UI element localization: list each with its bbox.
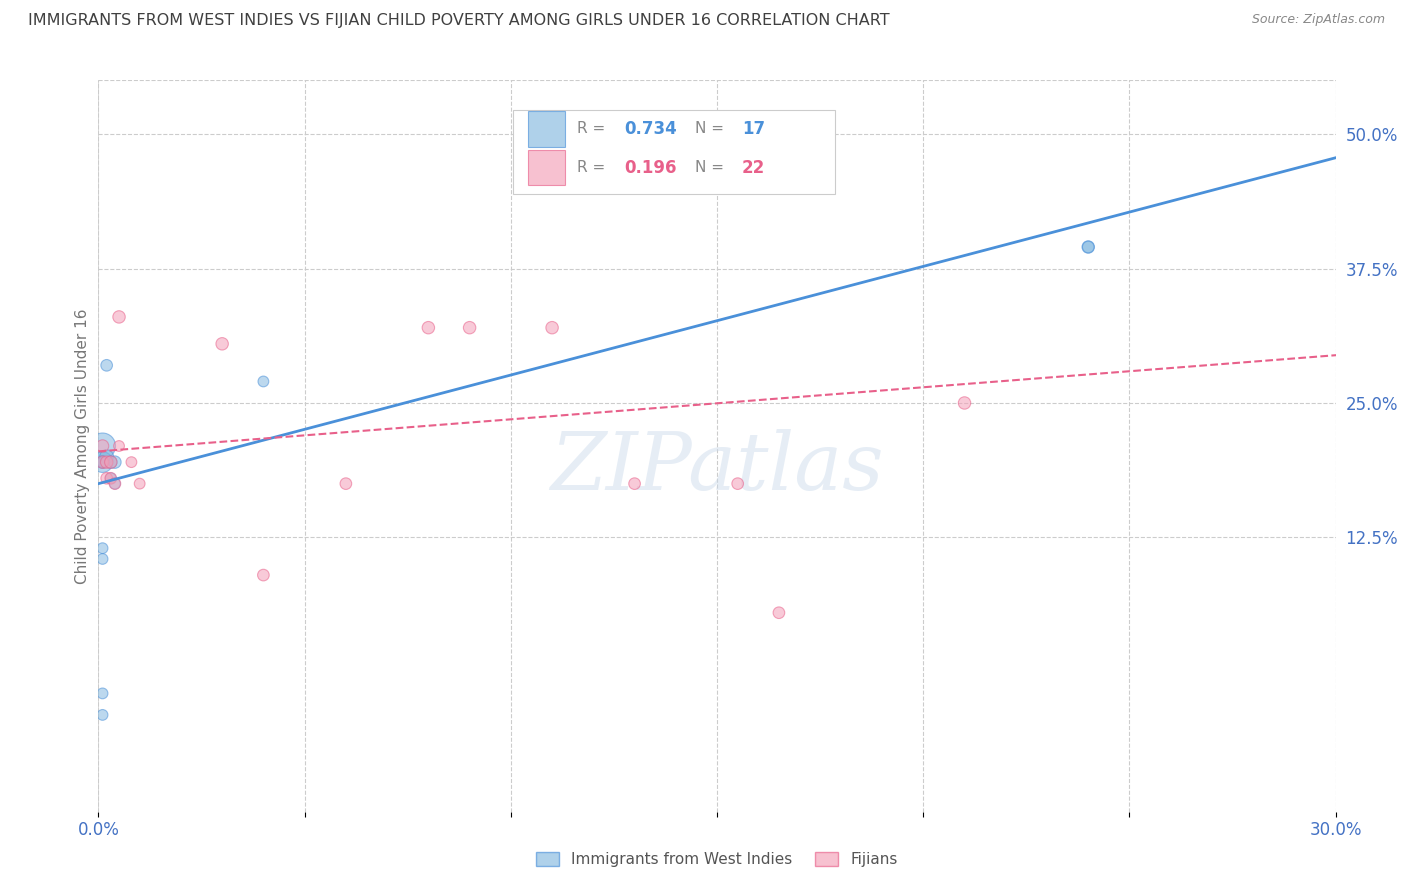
Point	[96, 450, 118, 464]
Point	[91, 455, 114, 469]
Point	[418, 320, 440, 334]
Point	[953, 396, 976, 410]
Text: ZIPatlas: ZIPatlas	[550, 429, 884, 507]
Text: R =: R =	[578, 161, 610, 175]
Point	[104, 476, 127, 491]
Text: Source: ZipAtlas.com: Source: ZipAtlas.com	[1251, 13, 1385, 27]
Point	[108, 310, 131, 324]
FancyBboxPatch shape	[513, 110, 835, 194]
Point	[727, 476, 749, 491]
Point	[100, 471, 122, 485]
Point	[104, 476, 127, 491]
Text: 17: 17	[742, 120, 765, 138]
Point	[623, 476, 645, 491]
Point	[211, 336, 233, 351]
Text: N =: N =	[695, 161, 728, 175]
Point	[120, 455, 142, 469]
Text: IMMIGRANTS FROM WEST INDIES VS FIJIAN CHILD POVERTY AMONG GIRLS UNDER 16 CORRELA: IMMIGRANTS FROM WEST INDIES VS FIJIAN CH…	[28, 13, 890, 29]
Point	[96, 471, 118, 485]
Point	[1077, 240, 1099, 254]
Point	[541, 320, 564, 334]
Point	[768, 606, 790, 620]
Text: 22: 22	[742, 159, 765, 177]
Point	[128, 476, 150, 491]
Point	[91, 455, 114, 469]
Point	[100, 471, 122, 485]
Point	[91, 541, 114, 556]
Text: R =: R =	[578, 121, 610, 136]
Point	[1077, 240, 1099, 254]
Point	[100, 455, 122, 469]
Point	[252, 375, 274, 389]
Point	[100, 455, 122, 469]
Point	[91, 552, 114, 566]
Text: 0.196: 0.196	[624, 159, 676, 177]
Point	[458, 320, 481, 334]
Point	[91, 707, 114, 722]
Point	[335, 476, 357, 491]
Point	[96, 455, 118, 469]
Point	[252, 568, 274, 582]
FancyBboxPatch shape	[527, 150, 565, 186]
Text: N =: N =	[695, 121, 728, 136]
Point	[91, 686, 114, 700]
Y-axis label: Child Poverty Among Girls Under 16: Child Poverty Among Girls Under 16	[75, 309, 90, 583]
Point	[91, 439, 114, 453]
Point	[96, 359, 118, 373]
Point	[685, 176, 707, 190]
Point	[91, 439, 114, 453]
Legend: Immigrants from West Indies, Fijians: Immigrants from West Indies, Fijians	[530, 847, 904, 873]
Text: 0.734: 0.734	[624, 120, 678, 138]
Point	[104, 455, 127, 469]
Point	[108, 439, 131, 453]
Point	[91, 455, 114, 469]
Point	[91, 455, 114, 469]
FancyBboxPatch shape	[527, 112, 565, 146]
